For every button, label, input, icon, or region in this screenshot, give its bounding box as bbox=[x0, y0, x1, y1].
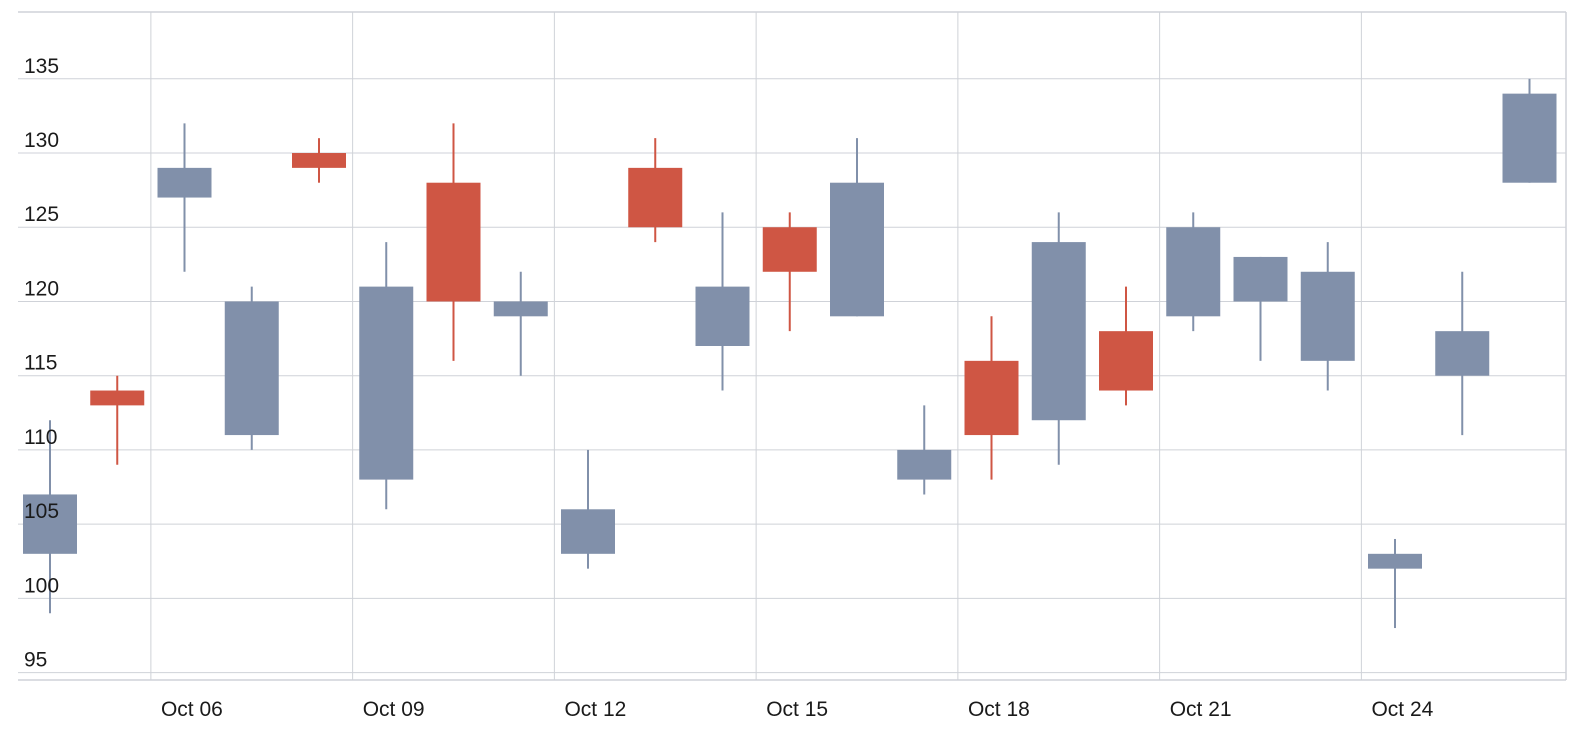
y-tick-label: 95 bbox=[24, 649, 47, 672]
y-tick-label: 120 bbox=[24, 277, 59, 300]
candle-oct-16 bbox=[830, 138, 884, 317]
candle-body bbox=[23, 494, 77, 554]
candle-oct-08 bbox=[292, 138, 346, 183]
x-tick-label: Oct 06 bbox=[161, 698, 223, 721]
candle-oct-24 bbox=[1368, 538, 1422, 629]
candle-oct-06 bbox=[157, 123, 212, 272]
y-tick-label: 105 bbox=[24, 500, 59, 523]
candle-body bbox=[493, 301, 548, 317]
candle-oct-15 bbox=[762, 212, 817, 332]
y-tick-label: 130 bbox=[24, 129, 59, 152]
candle-oct-13 bbox=[628, 138, 683, 243]
x-axis-labels: Oct 06 Oct 09 Oct 12 Oct 15 Oct 18 Oct 21 Oct … bbox=[161, 698, 1434, 721]
candle-oct-11 bbox=[493, 271, 548, 376]
candle-oct-19 bbox=[1031, 212, 1086, 465]
candle-oct-18 bbox=[964, 316, 1019, 480]
candle-oct-23 bbox=[1300, 242, 1355, 391]
candle-oct-05 bbox=[90, 375, 145, 465]
candle-oct-20 bbox=[1099, 286, 1153, 406]
y-tick-label: 115 bbox=[24, 352, 57, 375]
candle-body bbox=[224, 301, 279, 436]
candle-body bbox=[1300, 271, 1355, 361]
candle-oct-22 bbox=[1233, 256, 1288, 361]
y-tick-label: 110 bbox=[24, 426, 57, 449]
candle-oct-26 bbox=[1502, 78, 1557, 183]
candle-body bbox=[964, 360, 1019, 436]
candle-oct-14 bbox=[695, 212, 750, 391]
y-tick-label: 135 bbox=[24, 55, 59, 78]
candle-oct-04 bbox=[23, 420, 77, 614]
candle-body bbox=[1031, 242, 1086, 421]
candle-body bbox=[695, 286, 750, 346]
x-tick-label: Oct 12 bbox=[564, 698, 626, 721]
candle-layer bbox=[23, 78, 1557, 629]
candle-body bbox=[1502, 93, 1557, 183]
candle-oct-25 bbox=[1435, 271, 1490, 436]
x-tick-label: Oct 15 bbox=[766, 698, 828, 721]
candle-oct-21 bbox=[1166, 212, 1221, 332]
candle-body bbox=[561, 509, 615, 554]
y-axis-labels: 95 100 105 110 115 120 125 130 135 bbox=[24, 55, 59, 672]
candle-body bbox=[830, 182, 884, 317]
candle-body bbox=[1233, 256, 1288, 302]
candle-body bbox=[90, 390, 145, 406]
candle-body bbox=[292, 153, 346, 168]
y-tick-label: 125 bbox=[24, 203, 59, 226]
candle-body bbox=[1368, 553, 1422, 569]
candle-body bbox=[1166, 227, 1221, 317]
candle-oct-10 bbox=[426, 123, 481, 361]
candle-body bbox=[359, 286, 414, 480]
candle-body bbox=[1435, 331, 1490, 376]
candle-body bbox=[426, 182, 481, 302]
x-tick-label: Oct 18 bbox=[968, 698, 1030, 721]
candle-oct-17 bbox=[897, 405, 952, 495]
x-tick-label: Oct 24 bbox=[1371, 698, 1433, 721]
y-tick-label: 100 bbox=[24, 574, 59, 597]
grid-layer bbox=[18, 11, 1567, 681]
candle-body bbox=[897, 449, 952, 480]
candle-oct-12 bbox=[561, 449, 615, 569]
candle-oct-07 bbox=[224, 286, 279, 450]
candle-body bbox=[628, 167, 683, 228]
candle-oct-09 bbox=[359, 242, 414, 510]
candle-body bbox=[762, 227, 817, 272]
candle-body bbox=[157, 167, 212, 198]
x-tick-label: Oct 09 bbox=[363, 698, 425, 721]
x-tick-label: Oct 21 bbox=[1170, 698, 1232, 721]
candle-body bbox=[1099, 331, 1153, 391]
